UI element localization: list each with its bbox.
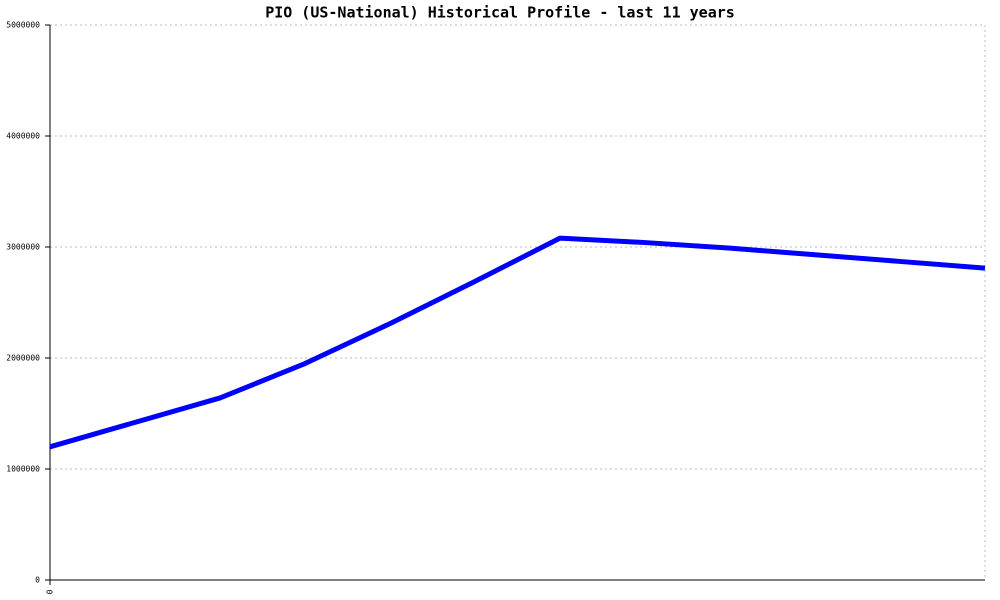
y-tick-label: 5000000: [6, 21, 40, 30]
y-tick-label: 0: [35, 576, 40, 585]
x-tick-label: 0: [46, 589, 55, 594]
chart-title: PIO (US-National) Historical Profile - l…: [265, 4, 735, 22]
y-tick-label: 3000000: [6, 243, 40, 252]
y-tick-label: 1000000: [6, 465, 40, 474]
y-tick-label: 4000000: [6, 132, 40, 141]
data-line: [49, 235, 986, 450]
y-tick-label: 2000000: [6, 354, 40, 363]
